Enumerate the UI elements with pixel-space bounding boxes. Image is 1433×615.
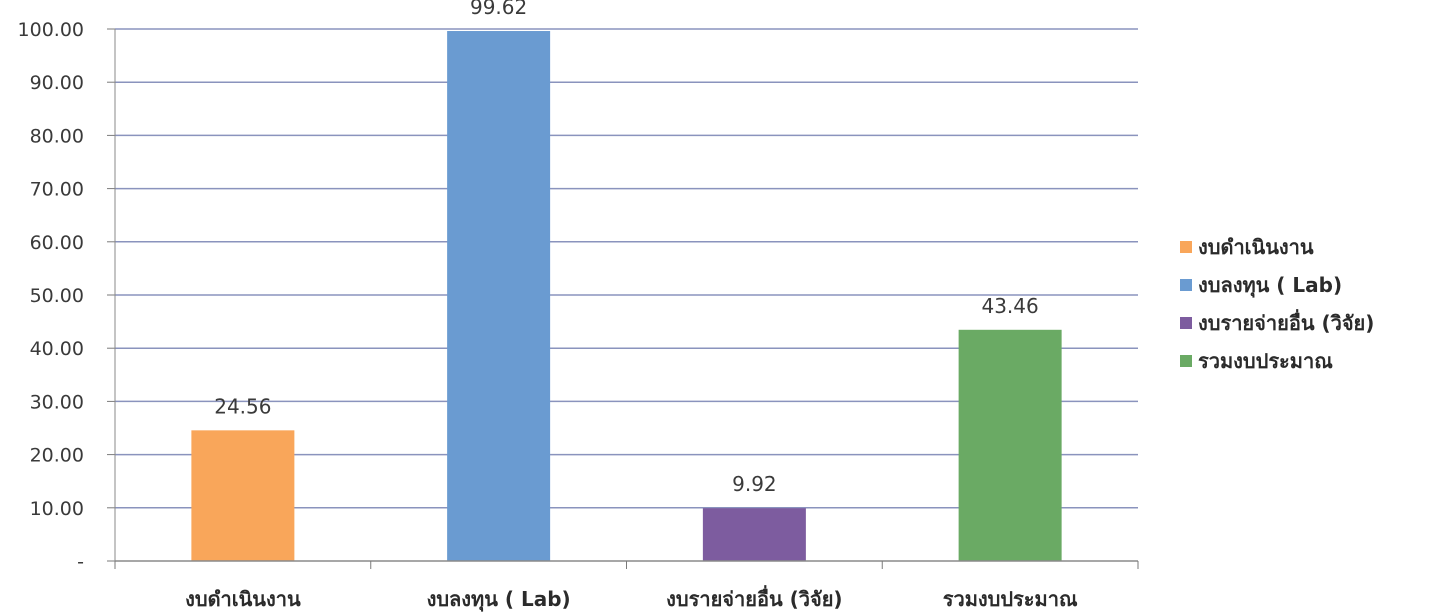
x-tick-label: งบรายจ่ายอื่น (วิจัย) (666, 584, 842, 611)
data-label: 43.46 (981, 294, 1038, 318)
y-axis-ticks: - 10.00 20.00 30.00 40.00 50.00 60.00 70.00 80.0… (18, 19, 116, 573)
x-tick-label: งบดำเนินงาน (185, 587, 301, 611)
bar (191, 430, 295, 561)
x-tick-label: งบลงทุน ( Lab) (427, 587, 571, 612)
bar (702, 508, 806, 561)
legend-item: งบดำเนินงาน (1180, 228, 1374, 266)
x-axis: งบดำเนินงาน งบลงทุน ( Lab) งบรายจ่ายอื่น (… (114, 560, 1139, 612)
legend-label: งบดำเนินงาน (1198, 235, 1314, 259)
legend: งบดำเนินงานงบลงทุน ( Lab) งบรายจ่ายอื่น (… (1180, 228, 1374, 380)
legend-swatch (1180, 317, 1192, 329)
bars (191, 31, 1062, 561)
y-tick-label: 70.00 (30, 179, 84, 201)
data-label: 24.56 (214, 394, 271, 418)
legend-label: รวมงบประมาณ (1198, 349, 1333, 373)
y-tick-label: 20.00 (30, 445, 84, 467)
legend-swatch (1180, 355, 1192, 367)
bar (958, 329, 1062, 561)
y-tick-label: 80.00 (30, 125, 84, 147)
legend-label: งบลงทุน ( Lab) (1198, 273, 1343, 297)
y-tick-label: 100.00 (18, 19, 84, 41)
legend-label: งบรายจ่ายอื่น (วิจัย) (1198, 311, 1375, 335)
data-labels: 24.56 99.62 9.92 43.46 (214, 0, 1039, 496)
legend-swatch (1180, 279, 1192, 291)
x-tick-label: รวมงบประมาณ (943, 587, 1078, 611)
y-tick-label: 90.00 (30, 72, 84, 94)
y-tick-label: 40.00 (30, 338, 84, 360)
legend-swatch (1180, 241, 1192, 253)
bar (447, 31, 551, 561)
data-label: 99.62 (470, 0, 527, 19)
y-tick-label: 50.00 (30, 285, 84, 307)
y-tick-label: 10.00 (30, 498, 84, 520)
legend-item: งบลงทุน ( Lab) (1180, 266, 1374, 304)
y-tick-label: 30.00 (30, 391, 84, 413)
y-tick-label: - (77, 551, 84, 573)
y-tick-label: 60.00 (30, 232, 84, 254)
legend-item: รวมงบประมาณ (1180, 342, 1374, 380)
data-label: 9.92 (732, 472, 777, 496)
legend-item: งบรายจ่ายอื่น (วิจัย) (1180, 304, 1374, 342)
